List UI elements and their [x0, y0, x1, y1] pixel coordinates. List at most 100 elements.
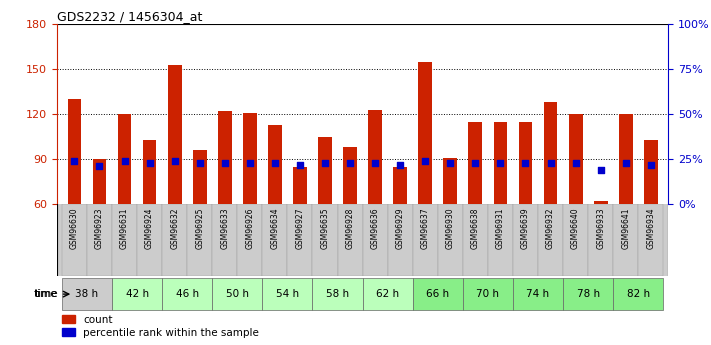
Text: GSM96633: GSM96633	[220, 208, 229, 249]
Bar	[418, 62, 432, 204]
Text: 58 h: 58 h	[326, 289, 349, 299]
Bar	[168, 65, 181, 204]
Bar	[62, 278, 112, 310]
Text: GSM96638: GSM96638	[471, 208, 480, 249]
Point	[244, 160, 255, 166]
Text: GSM96641: GSM96641	[621, 208, 630, 249]
Bar	[338, 204, 363, 276]
Text: GSM96926: GSM96926	[245, 208, 255, 249]
Bar	[313, 204, 338, 276]
Text: 78 h: 78 h	[577, 289, 599, 299]
Bar	[488, 204, 513, 276]
Text: GSM96934: GSM96934	[646, 208, 656, 249]
Text: GSM96930: GSM96930	[446, 208, 455, 249]
Bar	[268, 125, 282, 204]
Point	[444, 160, 456, 166]
Point	[470, 160, 481, 166]
Bar	[363, 204, 387, 276]
Point	[119, 158, 130, 164]
Bar	[463, 278, 513, 310]
Bar	[62, 204, 87, 276]
Text: GSM96637: GSM96637	[421, 208, 429, 249]
Bar	[343, 147, 357, 204]
Bar	[112, 204, 137, 276]
Bar	[393, 167, 407, 204]
Text: GSM96933: GSM96933	[597, 208, 605, 249]
Point	[645, 162, 656, 167]
Point	[294, 162, 306, 167]
Bar	[538, 204, 563, 276]
Bar	[412, 204, 438, 276]
Bar	[469, 122, 482, 204]
Bar	[112, 278, 162, 310]
Bar	[162, 204, 187, 276]
Point	[620, 160, 631, 166]
Point	[94, 164, 105, 169]
Bar	[563, 204, 588, 276]
Bar	[262, 204, 287, 276]
Text: 74 h: 74 h	[526, 289, 550, 299]
Text: 82 h: 82 h	[626, 289, 650, 299]
Text: GSM96925: GSM96925	[196, 208, 204, 249]
Point	[344, 160, 356, 166]
Bar	[143, 140, 156, 204]
Bar	[644, 140, 658, 204]
Text: GSM96631: GSM96631	[120, 208, 129, 249]
Text: 66 h: 66 h	[426, 289, 449, 299]
Bar	[137, 204, 162, 276]
Point	[395, 162, 406, 167]
Bar	[444, 158, 457, 204]
Text: GSM96931: GSM96931	[496, 208, 505, 249]
Bar	[193, 150, 207, 204]
Point	[545, 160, 556, 166]
Bar	[218, 111, 232, 204]
Bar	[68, 99, 81, 204]
Bar	[213, 204, 237, 276]
Bar	[162, 278, 213, 310]
Bar	[318, 137, 332, 204]
Text: 70 h: 70 h	[476, 289, 499, 299]
Bar	[513, 278, 563, 310]
Bar	[368, 110, 382, 204]
Bar	[187, 204, 213, 276]
Bar	[92, 159, 107, 204]
Text: GDS2232 / 1456304_at: GDS2232 / 1456304_at	[57, 10, 202, 23]
Bar	[513, 204, 538, 276]
Bar	[613, 204, 638, 276]
Bar	[588, 204, 613, 276]
Bar	[262, 278, 313, 310]
Text: 46 h: 46 h	[176, 289, 199, 299]
Point	[595, 167, 606, 173]
Text: GSM96929: GSM96929	[396, 208, 405, 249]
Bar	[619, 114, 633, 204]
Text: 62 h: 62 h	[376, 289, 400, 299]
Point	[169, 158, 181, 164]
Point	[495, 160, 506, 166]
Bar	[518, 122, 533, 204]
Bar	[412, 278, 463, 310]
Bar	[363, 278, 412, 310]
Text: 54 h: 54 h	[276, 289, 299, 299]
Text: GSM96632: GSM96632	[170, 208, 179, 249]
Text: time: time	[35, 289, 58, 299]
Text: GSM96630: GSM96630	[70, 208, 79, 249]
Bar	[613, 278, 663, 310]
Point	[370, 160, 381, 166]
Text: GSM96923: GSM96923	[95, 208, 104, 249]
Point	[520, 160, 531, 166]
Text: GSM96924: GSM96924	[145, 208, 154, 249]
Bar	[387, 204, 412, 276]
Text: GSM96932: GSM96932	[546, 208, 555, 249]
Text: GSM96640: GSM96640	[571, 208, 580, 249]
Legend: count, percentile rank within the sample: count, percentile rank within the sample	[62, 315, 259, 338]
Point	[269, 160, 281, 166]
Bar	[237, 204, 262, 276]
Bar	[313, 278, 363, 310]
Text: GSM96636: GSM96636	[370, 208, 380, 249]
Text: time: time	[33, 289, 57, 299]
Bar	[293, 167, 307, 204]
Bar	[563, 278, 613, 310]
Point	[219, 160, 230, 166]
Bar	[213, 278, 262, 310]
Point	[194, 160, 205, 166]
